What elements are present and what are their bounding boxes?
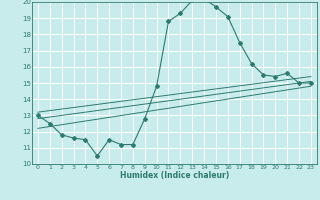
- X-axis label: Humidex (Indice chaleur): Humidex (Indice chaleur): [120, 171, 229, 180]
